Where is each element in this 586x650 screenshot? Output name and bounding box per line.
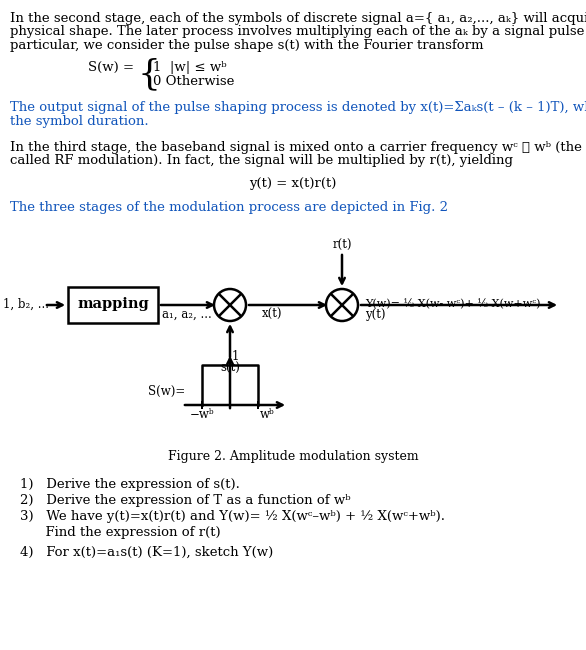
Text: −wᵇ: −wᵇ — [190, 408, 214, 421]
Text: 2)   Derive the expression of T as a function of wᵇ: 2) Derive the expression of T as a funct… — [20, 494, 350, 507]
Text: S(w)=: S(w)= — [148, 385, 185, 398]
Text: 1)   Derive the expression of s(t).: 1) Derive the expression of s(t). — [20, 478, 240, 491]
Text: Y(w)= ½ X(w- wᶜ)+ ½ X(w+wᶜ): Y(w)= ½ X(w- wᶜ)+ ½ X(w+wᶜ) — [365, 299, 540, 309]
Text: The three stages of the modulation process are depicted in Fig. 2: The three stages of the modulation proce… — [10, 201, 448, 214]
Text: called RF modulation). In fact, the signal will be multiplied by r(t), yielding: called RF modulation). In fact, the sign… — [10, 154, 513, 167]
Text: S(w) =: S(w) = — [88, 60, 138, 73]
Text: r(t): r(t) — [332, 239, 352, 252]
Text: In the second stage, each of the symbols of discrete signal a={ a₁, a₂,..., aₖ} : In the second stage, each of the symbols… — [10, 12, 586, 25]
Text: s(t): s(t) — [220, 362, 240, 375]
Text: y(t) = x(t)r(t): y(t) = x(t)r(t) — [249, 177, 337, 190]
Text: 1  |w| ≤ wᵇ: 1 |w| ≤ wᵇ — [153, 60, 227, 73]
Text: 3)   We have y(t)=x(t)r(t) and Y(w)= ½ X(wᶜ–wᵇ) + ½ X(wᶜ+wᵇ).: 3) We have y(t)=x(t)r(t) and Y(w)= ½ X(w… — [20, 510, 445, 523]
Text: wᵇ: wᵇ — [260, 408, 275, 421]
Text: particular, we consider the pulse shape s(t) with the Fourier transform: particular, we consider the pulse shape … — [10, 39, 483, 52]
Text: 4)   For x(t)=a₁s(t) (K=1), sketch Y(w): 4) For x(t)=a₁s(t) (K=1), sketch Y(w) — [20, 546, 273, 559]
Text: 1: 1 — [232, 350, 239, 363]
Text: Figure 2. Amplitude modulation system: Figure 2. Amplitude modulation system — [168, 450, 418, 463]
Bar — [68, 287, 158, 323]
Text: the symbol duration.: the symbol duration. — [10, 115, 149, 128]
Text: Find the expression of r(t): Find the expression of r(t) — [20, 526, 220, 539]
Text: mapping: mapping — [77, 297, 149, 311]
Text: x(t): x(t) — [262, 308, 282, 321]
Text: 0 Otherwise: 0 Otherwise — [153, 75, 234, 88]
Text: In the third stage, the baseband signal is mixed onto a carrier frequency wᶜ ≫ w: In the third stage, the baseband signal … — [10, 140, 586, 153]
Text: The output signal of the pulse shaping process is denoted by x(t)=Σaₖs(t – (k – : The output signal of the pulse shaping p… — [10, 101, 586, 114]
Text: 1, b₂, ...: 1, b₂, ... — [3, 298, 49, 311]
Text: a₁, a₂, ...: a₁, a₂, ... — [162, 308, 212, 321]
Text: physical shape. The later process involves multiplying each of the aₖ by a signa: physical shape. The later process involv… — [10, 25, 586, 38]
Text: {: { — [138, 57, 161, 92]
Text: y(t): y(t) — [365, 308, 386, 321]
